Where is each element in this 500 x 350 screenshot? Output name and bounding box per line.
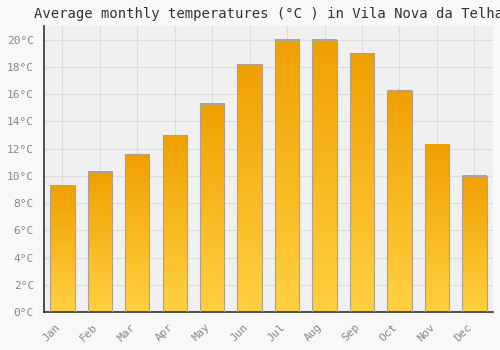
Bar bbox=[50, 186, 74, 312]
Bar bbox=[162, 135, 187, 312]
Bar bbox=[200, 104, 224, 312]
Bar bbox=[462, 176, 486, 312]
Bar bbox=[388, 90, 411, 312]
Bar bbox=[125, 154, 150, 312]
Bar bbox=[238, 64, 262, 312]
Title: Average monthly temperatures (°C ) in Vila Nova da Telha: Average monthly temperatures (°C ) in Vi… bbox=[34, 7, 500, 21]
Bar bbox=[88, 172, 112, 312]
Bar bbox=[312, 40, 336, 312]
Bar bbox=[275, 40, 299, 312]
Bar bbox=[350, 54, 374, 312]
Bar bbox=[424, 145, 449, 312]
